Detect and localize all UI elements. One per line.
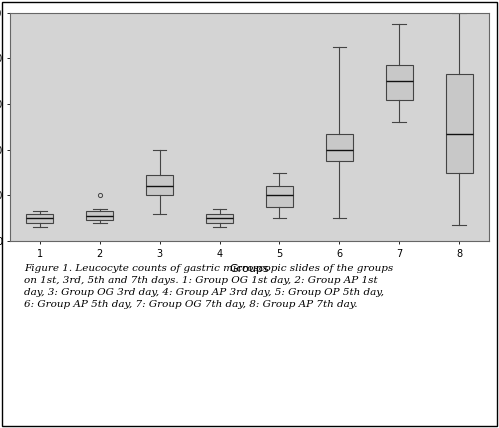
Text: Figure 1. Leucocyte counts of gastric microscopic slides of the groups
on 1st, 3: Figure 1. Leucocyte counts of gastric mi… (24, 265, 394, 309)
PathPatch shape (386, 65, 413, 100)
PathPatch shape (86, 211, 113, 220)
PathPatch shape (446, 74, 473, 172)
X-axis label: Groups: Groups (230, 264, 269, 274)
PathPatch shape (206, 214, 233, 223)
PathPatch shape (26, 214, 53, 223)
PathPatch shape (326, 134, 353, 161)
PathPatch shape (146, 175, 173, 195)
PathPatch shape (266, 186, 293, 207)
